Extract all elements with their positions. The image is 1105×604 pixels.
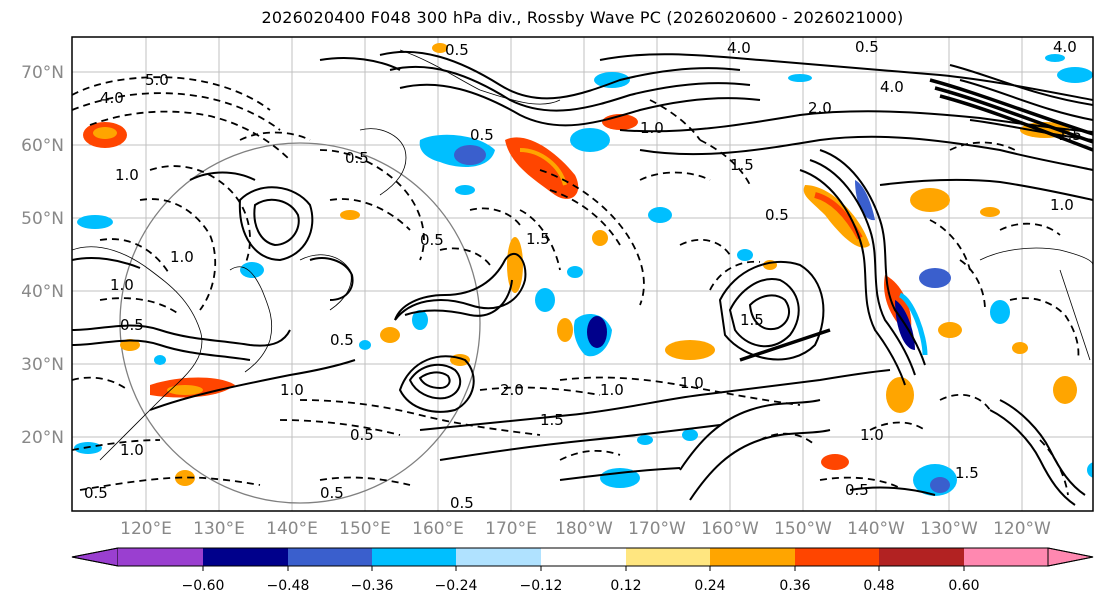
colorbar: −0.60 −0.48 −0.36 −0.24 −0.12 0.12 0.24 … xyxy=(71,547,1094,594)
lon-label: 160°E xyxy=(412,519,464,539)
contour-label: 1.0 xyxy=(680,374,704,392)
colorbar-segment xyxy=(372,548,456,566)
colorbar-segment xyxy=(541,548,626,566)
contour-label: 0.5 xyxy=(350,426,374,444)
lat-label-40n: 40°N xyxy=(21,282,64,302)
contour-label: 1.0 xyxy=(115,166,139,184)
colorbar-tick-label: −0.48 xyxy=(267,578,310,594)
colorbar-segment xyxy=(626,548,710,566)
colorbar-tick-label: −0.12 xyxy=(520,578,563,594)
contour-label: 1.5 xyxy=(955,464,979,482)
colorbar-segment xyxy=(879,548,964,566)
colorbar-ticks xyxy=(202,566,965,571)
lon-label: 130°E xyxy=(193,519,245,539)
colorbar-tick-label: −0.36 xyxy=(351,578,394,594)
negative-contours xyxy=(72,76,1080,496)
lon-label: 140°W xyxy=(847,519,905,539)
colorbar-segment xyxy=(288,548,372,566)
longitude-labels: 120°E 130°E 140°E 150°E 160°E 170°E 180°… xyxy=(120,519,1051,539)
contour-label: 1.5 xyxy=(730,156,754,174)
colorbar-tick-label: 0.36 xyxy=(779,578,810,594)
contour-label: 1.5 xyxy=(526,230,550,248)
contour-label: 1.5 xyxy=(540,411,564,429)
contour-label: 1.0 xyxy=(110,276,134,294)
lat-label-50n: 50°N xyxy=(21,209,64,229)
strong-jet-contours xyxy=(739,78,1093,362)
positive-contours xyxy=(72,50,1093,506)
contour-label: 1.0 xyxy=(170,248,194,266)
contour-label: 0.5 xyxy=(445,41,469,59)
contour-labels: 0.5 4.0 0.5 4.0 4.0 5.0 4.0 0.5 1.0 1.5 … xyxy=(84,38,1082,512)
contour-label: 0.5 xyxy=(84,484,108,502)
contour-label: 0.5 xyxy=(330,331,354,349)
colorbar-tick-label: 0.48 xyxy=(863,578,894,594)
contour-label: 0.5 xyxy=(855,38,879,56)
lat-label-20n: 20°N xyxy=(21,428,64,448)
contour-label: 1.0 xyxy=(120,441,144,459)
lon-label: 180°W xyxy=(555,519,613,539)
contour-label: 4.0 xyxy=(880,78,904,96)
contour-label: 0.5 xyxy=(470,126,494,144)
contour-label: 0.5 xyxy=(450,494,474,512)
contour-label: 1.0 xyxy=(860,426,884,444)
lon-label: 160°W xyxy=(701,519,759,539)
colorbar-outline xyxy=(71,547,1094,567)
colorbar-tick-label: 0.60 xyxy=(948,578,979,594)
contour-label: 2.0 xyxy=(500,381,524,399)
contour-label: 4.0 xyxy=(727,39,751,57)
lon-label: 170°W xyxy=(628,519,686,539)
lon-label: 140°E xyxy=(266,519,318,539)
contour-label: 4.0 xyxy=(1053,38,1077,56)
colorbar-tick-label: 0.24 xyxy=(694,578,725,594)
lon-label: 120°W xyxy=(993,519,1051,539)
contour-label: 0.5 xyxy=(845,481,869,499)
contour-label: 1.5 xyxy=(1058,126,1082,144)
lon-label: 150°W xyxy=(774,519,832,539)
lon-label: 130°W xyxy=(920,519,978,539)
contour-label: 4.0 xyxy=(100,89,124,107)
reference-circle xyxy=(119,142,481,504)
colorbar-tick-label: −0.60 xyxy=(182,578,225,594)
colorbar-tick-label: 0.12 xyxy=(610,578,641,594)
contour-label: 1.0 xyxy=(1050,196,1074,214)
contour-label: 0.5 xyxy=(345,149,369,167)
lon-label: 170°E xyxy=(485,519,537,539)
colorbar-extend-high xyxy=(1047,547,1094,567)
map-title: 2026020400 F048 300 hPa div., Rossby Wav… xyxy=(261,8,904,27)
colorbar-segment xyxy=(118,548,203,566)
lat-label-60n: 60°N xyxy=(21,136,64,156)
contour-label: 0.5 xyxy=(320,484,344,502)
colorbar-segment xyxy=(964,548,1048,566)
latitude-labels: 70°N 60°N 50°N 40°N 30°N 20°N xyxy=(21,63,64,448)
lat-label-70n: 70°N xyxy=(21,63,64,83)
contour-label: 0.5 xyxy=(120,316,144,334)
colorbar-segment xyxy=(203,548,288,566)
contour-label: 1.5 xyxy=(740,311,764,329)
coastlines xyxy=(72,49,1093,461)
colorbar-tick-label: −0.24 xyxy=(435,578,478,594)
contour-label: 0.5 xyxy=(420,231,444,249)
lon-label: 150°E xyxy=(339,519,391,539)
map-panel xyxy=(71,36,1094,512)
divergence-shading xyxy=(74,43,1093,496)
lon-label: 120°E xyxy=(120,519,172,539)
colorbar-segment xyxy=(795,548,879,566)
contour-label: 2.0 xyxy=(808,99,832,117)
contour-label: 1.0 xyxy=(280,381,304,399)
colorbar-segment xyxy=(710,548,795,566)
contour-label: 1.0 xyxy=(640,119,664,137)
map-frame xyxy=(71,36,1094,512)
contour-label: 5.0 xyxy=(145,71,169,89)
contour-label: 1.0 xyxy=(600,381,624,399)
contour-label: 0.5 xyxy=(765,206,789,224)
lat-label-30n: 30°N xyxy=(21,355,64,375)
colorbar-segment xyxy=(456,548,541,566)
colorbar-extend-low xyxy=(71,547,119,567)
